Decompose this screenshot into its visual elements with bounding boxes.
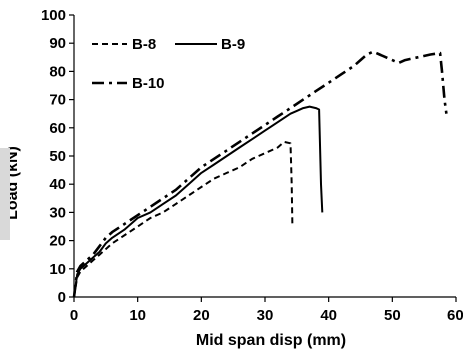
y-tick-label: 80 — [49, 63, 66, 80]
legend-label-b-8: B-8 — [132, 36, 156, 53]
x-axis-title: Mid span disp (mm) — [196, 332, 346, 349]
series-line-b-9 — [73, 105, 324, 298]
x-tick-label: 0 — [70, 307, 78, 324]
y-tick-label: 100 — [41, 7, 66, 24]
x-tick-label: 20 — [193, 307, 210, 324]
series-line-b-8 — [73, 140, 294, 298]
y-tick-label: 50 — [49, 148, 66, 165]
x-axis: 0 10 20 30 40 50 60 — [70, 296, 463, 324]
y-tick-label: 20 — [49, 233, 66, 250]
x-tick-label: 40 — [320, 307, 337, 324]
y-tick-label: 10 — [49, 261, 66, 278]
y-tick-label: 40 — [49, 176, 66, 193]
x-tick-label: 60 — [447, 307, 463, 324]
x-tick-label: 10 — [129, 307, 146, 324]
y-tick-label: 70 — [49, 92, 66, 109]
legend: B-8 B-9 B-10 — [92, 36, 245, 92]
y-tick-label: 30 — [49, 204, 66, 221]
legend-label-b-9: B-9 — [221, 36, 245, 53]
y-tick-label: 0 — [58, 289, 66, 306]
series-layer — [72, 50, 448, 298]
series-line-b-10 — [72, 50, 448, 298]
y-axis: 0 10 20 30 40 50 60 70 80 90 100 — [41, 7, 75, 306]
legend-label-b-10: B-10 — [132, 75, 165, 92]
y-tick-label: 90 — [49, 35, 66, 52]
x-tick-label: 30 — [257, 307, 274, 324]
left-edge-mark — [0, 148, 10, 240]
x-tick-label: 50 — [384, 307, 401, 324]
y-tick-label: 60 — [49, 120, 66, 137]
